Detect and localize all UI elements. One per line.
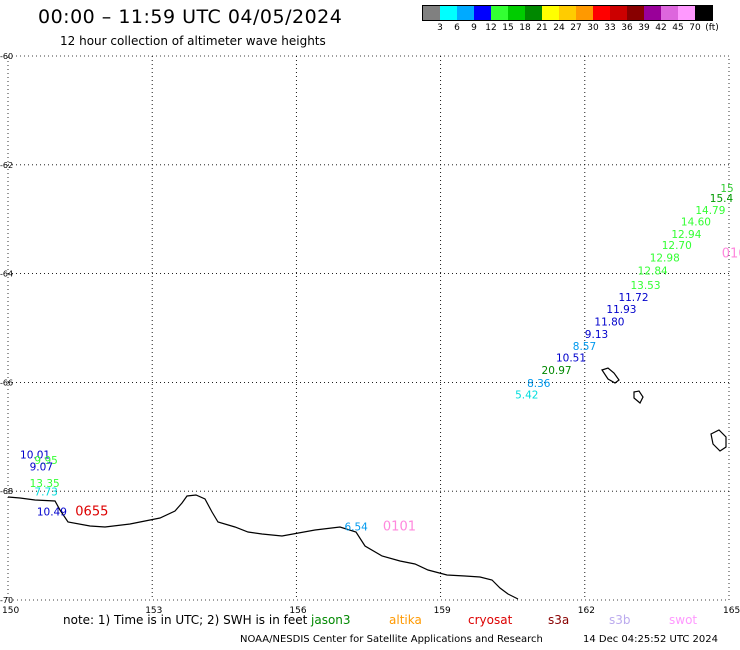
satellite-jason3: jason3 xyxy=(311,613,351,627)
legend-label: (ft) xyxy=(705,23,719,33)
wave-height-label: 11.80 xyxy=(594,316,624,328)
lon-tick-label: 159 xyxy=(434,606,451,616)
legend-label: 27 xyxy=(570,23,582,33)
legend-swatch xyxy=(627,6,644,20)
wave-height-label: 14.79 xyxy=(695,205,725,217)
map-title: 00:00 – 11:59 UTC 04/05/2024 xyxy=(38,6,343,28)
lon-tick-label: 150 xyxy=(2,606,19,616)
island-middle xyxy=(633,390,644,404)
legend-swatch xyxy=(508,6,525,20)
legend-label: 30 xyxy=(587,23,599,33)
wave-height-label: 7.73 xyxy=(34,487,57,499)
satellite-s3a: s3a xyxy=(548,613,570,627)
wave-height-label: 12.70 xyxy=(662,240,692,252)
wave-height-label: 6.54 xyxy=(344,521,368,533)
legend-label: 70 xyxy=(689,23,701,33)
legend-color-scale xyxy=(422,5,713,21)
legend-swatch xyxy=(525,6,542,20)
legend-swatch xyxy=(593,6,610,20)
map-subtitle: 12 hour collection of altimeter wave hei… xyxy=(60,34,326,48)
wave-height-label: 5.42 xyxy=(515,390,538,402)
legend-swatch xyxy=(542,6,559,20)
legend-labels: 3 6 9 12 15 18 21 24 27 30 33 36 39 42 45 70 (ft) xyxy=(422,21,719,35)
satellite-swot: swot xyxy=(669,613,698,627)
wave-height-label: 11.72 xyxy=(618,292,648,304)
wave-height-label: 13.53 xyxy=(630,280,660,292)
legend-label: 39 xyxy=(638,23,650,33)
wave-height-label: 10.51 xyxy=(556,353,586,365)
lat-tick-label: -64 xyxy=(0,270,13,279)
wave-height-label: 10.49 xyxy=(37,507,67,519)
legend-label: 18 xyxy=(519,23,531,33)
lat-tick-label: -60 xyxy=(0,52,13,61)
coastline xyxy=(7,367,727,600)
legend-label: 6 xyxy=(454,23,460,33)
pass-time-label: 0102 xyxy=(722,246,740,261)
pass-time-label: 0655 xyxy=(75,505,108,520)
legend-swatch xyxy=(440,6,457,20)
wave-height-label: 20.97 xyxy=(542,365,572,377)
wave-height-label: 8.57 xyxy=(573,341,596,353)
wave-height-label: 10.01 xyxy=(20,450,50,462)
legend-swatch xyxy=(576,6,593,20)
wave-height-label: 9.13 xyxy=(585,329,608,341)
wave-height-label: 13.35 xyxy=(30,478,60,490)
legend-label: 21 xyxy=(536,23,548,33)
satellite-cryosat: cryosat xyxy=(468,613,513,627)
legend-swatch xyxy=(610,6,627,20)
lat-tick-label: -70 xyxy=(0,596,13,605)
color-legend: 3 6 9 12 15 18 21 24 27 30 33 36 39 42 45 70 (ft) xyxy=(422,5,719,35)
legend-label: 36 xyxy=(621,23,633,33)
wave-height-label: 12.94 xyxy=(671,229,701,241)
satellite-s3b: s3b xyxy=(609,613,631,627)
satellite-altika: altika xyxy=(389,613,422,627)
legend-swatch xyxy=(661,6,678,20)
lon-tick-label: 162 xyxy=(578,606,595,616)
antarctic-coastline xyxy=(7,494,519,600)
lat-tick-label: -62 xyxy=(0,161,13,170)
wave-height-label: 14.60 xyxy=(681,217,711,229)
lon-tick-label: 153 xyxy=(145,606,162,616)
wave-height-label: 15 xyxy=(720,183,733,195)
credit-line: NOAA/NESDIS Center for Satellite Applica… xyxy=(240,634,543,645)
legend-swatch xyxy=(695,6,712,20)
wave-height-label: 9.95 xyxy=(34,455,57,467)
wave-height-label: 11.93 xyxy=(606,304,636,316)
legend-swatch xyxy=(491,6,508,20)
pass-time-label: 0101 xyxy=(383,519,416,534)
lat-tick-label: -66 xyxy=(0,378,13,387)
legend-swatch xyxy=(457,6,474,20)
legend-swatch xyxy=(644,6,661,20)
footer-note: note: 1) Time is in UTC; 2) SWH is in fe… xyxy=(63,613,308,627)
generated-timestamp: 14 Dec 04:25:52 UTC 2024 xyxy=(583,634,718,645)
legend-label: 15 xyxy=(502,23,514,33)
wave-height-label: 15.4 xyxy=(710,193,734,205)
legend-label: 24 xyxy=(553,23,565,33)
legend-swatch xyxy=(559,6,576,20)
legend-label: 33 xyxy=(604,23,616,33)
lon-tick-label: 156 xyxy=(289,606,306,616)
legend-label: 12 xyxy=(485,23,497,33)
wave-height-label: 9.07 xyxy=(30,462,53,474)
island-north xyxy=(601,367,620,384)
legend-label: 9 xyxy=(471,23,477,33)
legend-label: 3 xyxy=(437,23,443,33)
island-east xyxy=(710,429,727,452)
lat-lon-grid: 150 153 156 159 162 165 -60 -62 -64 -66 -68 -70 xyxy=(0,52,740,616)
legend-label: 42 xyxy=(655,23,667,33)
wave-height-label: 12.98 xyxy=(650,253,680,265)
legend-swatch xyxy=(678,6,695,20)
legend-swatch xyxy=(423,6,440,20)
lon-tick-label: 165 xyxy=(723,606,740,616)
legend-label: 45 xyxy=(672,23,684,33)
lat-tick-label: -68 xyxy=(0,487,13,496)
map-frame xyxy=(7,55,730,601)
wave-height-label: 12.84 xyxy=(638,266,668,278)
legend-swatch xyxy=(474,6,491,20)
wave-height-label: 8.36 xyxy=(527,378,551,390)
